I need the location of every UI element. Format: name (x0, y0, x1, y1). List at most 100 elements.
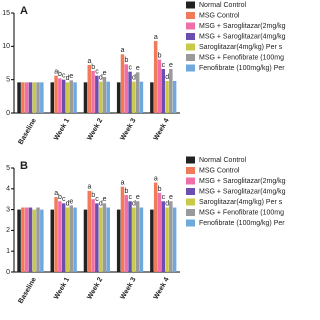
x-tick-label: Week 3 (119, 117, 137, 141)
legend-swatch (186, 33, 195, 40)
bar (106, 81, 110, 113)
significance-label: d (165, 74, 169, 81)
legend-swatch (186, 64, 195, 72)
bar (95, 75, 99, 113)
legend-label: Fenofibrate (100mg/kg) Per (199, 220, 285, 227)
bar (169, 69, 173, 113)
bar (28, 82, 33, 113)
y-tick-label: 5 (6, 165, 10, 172)
legend-label: MSG Control (199, 12, 240, 19)
y-tick-label: 0 (6, 269, 10, 276)
legend-swatch (186, 1, 195, 9)
significance-label: a (121, 180, 125, 187)
legend-swatch (186, 54, 195, 61)
legend-swatch (186, 12, 195, 19)
x-tick-label: Week 2 (86, 276, 104, 300)
legend-swatch (186, 156, 195, 164)
bar (169, 201, 173, 272)
legend-label: Saroglitazar(4mg/kg) Per s (199, 44, 283, 51)
bar (172, 207, 177, 272)
y-tick-label: 10 (2, 43, 10, 50)
legend-label: MSG + Fenofibrate (100mg (199, 54, 284, 61)
bar (87, 190, 92, 272)
significance-label: c (62, 73, 66, 80)
legend-label: Fenofibrate (100mg/kg) Per (199, 65, 285, 72)
bar (153, 41, 158, 113)
bar (73, 207, 77, 272)
significance-label: b (91, 64, 95, 71)
x-tick-label: Week 2 (86, 117, 104, 141)
significance-label: d (132, 75, 136, 82)
bar (135, 201, 140, 272)
significance-label: c (162, 194, 166, 201)
significance-label: d (99, 75, 103, 82)
significance-label: e (69, 198, 73, 205)
bar (128, 71, 132, 113)
bar (98, 207, 103, 272)
bar (150, 209, 154, 272)
bar (135, 72, 140, 113)
bar (102, 77, 107, 113)
legend-swatch (186, 209, 195, 216)
bar (172, 81, 177, 113)
bar (65, 82, 70, 113)
bar (98, 81, 103, 113)
bar (161, 201, 165, 272)
bar (116, 209, 121, 272)
bar (32, 82, 36, 113)
significance-label: e (103, 70, 107, 77)
significance-label: d (66, 200, 70, 207)
legend-swatch (186, 167, 195, 174)
bar (95, 203, 99, 272)
bar (54, 75, 58, 113)
significance-label: a (154, 34, 158, 41)
bar (17, 82, 21, 113)
bar (36, 82, 40, 113)
y-tick-label: 2 (6, 227, 10, 234)
legend-swatch (186, 188, 195, 195)
significance-label: a (54, 69, 58, 76)
legend-label: MSG + Saroglitazar(2mg/kg (199, 23, 286, 30)
significance-label: b (124, 57, 128, 64)
significance-label: b (58, 71, 62, 78)
significance-label: e (169, 62, 173, 69)
x-tick-label: Baseline (17, 276, 38, 305)
bar (91, 71, 95, 113)
bar (150, 82, 154, 113)
bar (132, 207, 136, 272)
significance-label: c (95, 196, 99, 203)
bar (69, 205, 73, 272)
bar (165, 207, 169, 272)
bar (54, 197, 58, 272)
significance-label: b (158, 186, 162, 193)
bar (40, 209, 44, 272)
bar (153, 182, 158, 272)
bar (157, 59, 162, 113)
y-tick-label: 3 (6, 206, 10, 213)
bar (65, 207, 70, 272)
y-tick-label: 15 (2, 10, 10, 17)
bar (83, 209, 88, 272)
bar (36, 207, 40, 272)
significance-label: c (95, 69, 99, 76)
bar (32, 209, 36, 272)
bar (21, 82, 25, 113)
y-tick-label: 5 (6, 77, 10, 84)
legend-swatch (186, 219, 195, 227)
bar (40, 82, 44, 113)
bar (124, 195, 129, 272)
legend-swatch (186, 43, 195, 51)
significance-label: e (103, 196, 107, 203)
significance-label: e (136, 65, 140, 72)
bar (120, 186, 125, 272)
bar (58, 78, 62, 113)
panel-label: A (20, 5, 28, 17)
bar (132, 81, 136, 113)
x-tick-label: Week 4 (153, 276, 171, 300)
bar (102, 203, 107, 272)
significance-label: b (91, 192, 95, 199)
bar (139, 207, 144, 272)
bar (124, 64, 129, 113)
bar (58, 201, 62, 272)
